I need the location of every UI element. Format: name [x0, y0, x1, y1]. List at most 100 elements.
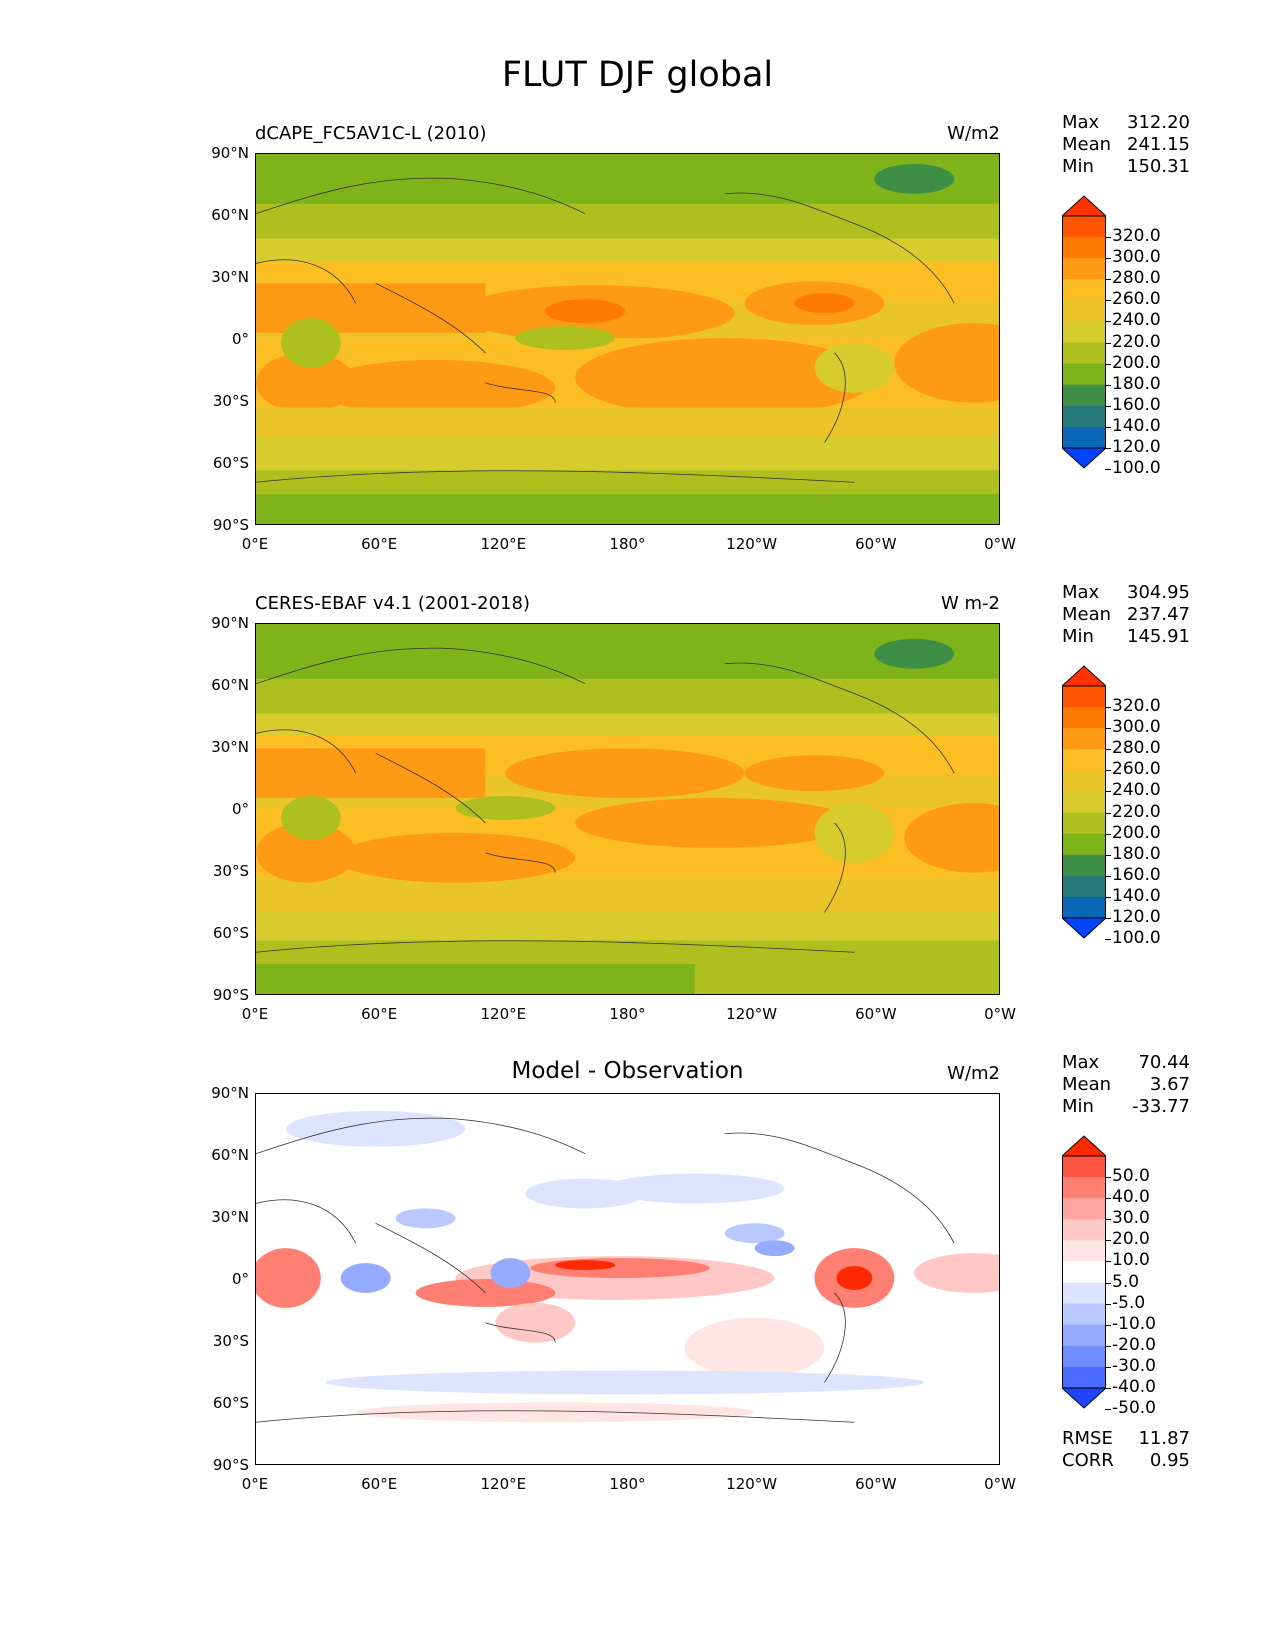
colorbar-band [1062, 384, 1106, 407]
colorbar-tick-label: 100.0 [1112, 458, 1161, 479]
stats-block: Max 304.95 Mean 237.47 Min 145.91 [1062, 582, 1190, 648]
colorbar-tick [1105, 1198, 1111, 1200]
colorbar-band [1062, 1156, 1106, 1178]
panel-units: W/m2 [947, 123, 1000, 144]
colorbar-band [1062, 300, 1106, 322]
panel-title: dCAPE_FC5AV1C-L (2010) [255, 123, 487, 144]
colorbar-tick-label: 300.0 [1112, 247, 1161, 268]
colorbar-band [1062, 791, 1106, 814]
colorbar-band [1062, 1198, 1106, 1220]
colorbar-tick-label: 300.0 [1112, 717, 1161, 738]
lon-tick-label: 60°E [361, 535, 398, 553]
stat-value: 241.15 [1127, 134, 1190, 155]
colorbar-tick [1105, 1240, 1111, 1242]
lon-tick-label: 120°W [726, 1475, 778, 1493]
lon-tick-label: 0°W [984, 1475, 1016, 1493]
stat-value: 3.67 [1149, 1074, 1190, 1095]
colorbar-band [1062, 812, 1106, 835]
colorbar-tick [1105, 1388, 1111, 1389]
colorbar-tick-label: 200.0 [1112, 822, 1161, 843]
lat-tick-label: 0° [231, 800, 249, 818]
colorbar-tick [1105, 1345, 1111, 1347]
colorbar-band [1062, 1345, 1106, 1368]
colorbar-tick-label: 120.0 [1112, 437, 1161, 457]
colorbar-band [1062, 258, 1106, 280]
colorbar-tick-label: 200.0 [1112, 352, 1161, 373]
colorbar-band [1062, 728, 1106, 750]
stats-block: Max 70.44 Mean 3.67 Min -33.77 [1062, 1052, 1190, 1118]
lon-tick-label: 60°W [855, 535, 897, 553]
colorbar-tick [1105, 812, 1111, 814]
colorbar-tick [1105, 405, 1111, 407]
stat-value: 145.91 [1127, 626, 1190, 647]
colorbar-tick [1105, 426, 1111, 428]
colorbar-band [1062, 770, 1106, 792]
colorbar-band [1062, 833, 1106, 856]
colorbar-band [1062, 1282, 1106, 1305]
stat-label: Max [1062, 1052, 1100, 1073]
colorbar-band [1062, 321, 1106, 344]
colorbar-tick [1105, 833, 1111, 835]
colorbar-tick [1105, 384, 1111, 386]
colorbar-band [1062, 279, 1106, 301]
colorbar-tick-label: 320.0 [1112, 226, 1161, 247]
colorbar-tick-label: -10.0 [1112, 1313, 1156, 1334]
colorbar-tick [1105, 749, 1111, 751]
observation-field-svg [256, 624, 999, 994]
colorbar-frame [1062, 1155, 1106, 1389]
lat-tick-label: 60°S [212, 924, 249, 942]
colorbar-tick [1105, 939, 1111, 941]
lat-tick-label: 30°S [212, 392, 249, 410]
colorbar-tick [1105, 1177, 1111, 1179]
stat-label: Min [1062, 156, 1094, 177]
colorbar-tick [1105, 1219, 1111, 1221]
metric-value: 0.95 [1149, 1450, 1190, 1471]
difference-panel: Model - Observation W/m2 [0, 940, 1275, 1471]
colorbar-tick-label: 5.0 [1112, 1271, 1140, 1292]
metrics-block: RMSE 11.87 CORR 0.95 [1062, 1428, 1190, 1472]
colorbar-tick [1105, 279, 1111, 281]
lat-tick-label: 60°S [212, 1394, 249, 1412]
colorbar-band [1062, 707, 1106, 729]
stat-value: 312.20 [1127, 112, 1190, 133]
colorbar-extension-bottom [1062, 447, 1106, 469]
stat-value: 70.44 [1138, 1052, 1190, 1073]
model-map [255, 153, 1000, 525]
colorbar-band [1062, 405, 1106, 428]
lat-tick-label: 30°S [212, 1332, 249, 1350]
figure-title: FLUT DJF global [501, 55, 774, 95]
colorbar-band [1062, 1219, 1106, 1241]
stat-value: 304.95 [1127, 582, 1190, 603]
lon-tick-label: 120°E [480, 535, 527, 553]
colorbar-tick-label: 320.0 [1112, 696, 1161, 717]
colorbar-tick [1105, 237, 1111, 239]
lat-tick-label: 60°S [212, 454, 249, 472]
colorbar-band [1062, 1261, 1106, 1284]
colorbar-tick-label: 40.0 [1112, 1187, 1150, 1208]
colorbar-tick [1105, 1303, 1111, 1305]
colorbar-extension-top [1062, 665, 1106, 687]
colorbar-tick [1105, 1409, 1111, 1411]
colorbar-tick [1105, 896, 1111, 898]
panel-title: Model - Observation [511, 1058, 744, 1084]
stat-label: Min [1062, 626, 1094, 647]
colorbar-tick [1105, 258, 1111, 260]
colorbar-tick-label: 180.0 [1112, 843, 1161, 864]
stat-value: 237.47 [1127, 604, 1190, 625]
colorbar-tick [1105, 770, 1111, 772]
lon-tick-label: 60°W [855, 1475, 897, 1493]
metric-value: 11.87 [1138, 1428, 1190, 1449]
model-panel: dCAPE_FC5AV1C-L (2010) W/m2 [0, 0, 1275, 525]
colorbar-tick [1105, 791, 1111, 793]
lon-tick-label: 0°E [241, 1005, 269, 1023]
observation-map [255, 623, 1000, 995]
colorbar-tick-label: -30.0 [1112, 1355, 1156, 1376]
colorbar-tick [1105, 321, 1111, 323]
stats-block: Max 312.20 Mean 241.15 Min 150.31 [1062, 112, 1190, 178]
lat-tick-label: 90°N [211, 144, 249, 162]
difference-field-svg [256, 1094, 999, 1464]
colorbar-tick-label: 100.0 [1112, 928, 1161, 949]
panel-units: W m-2 [940, 593, 1000, 614]
colorbar-tick-label: 20.0 [1112, 1229, 1150, 1250]
lat-tick-label: 90°S [212, 986, 249, 1004]
